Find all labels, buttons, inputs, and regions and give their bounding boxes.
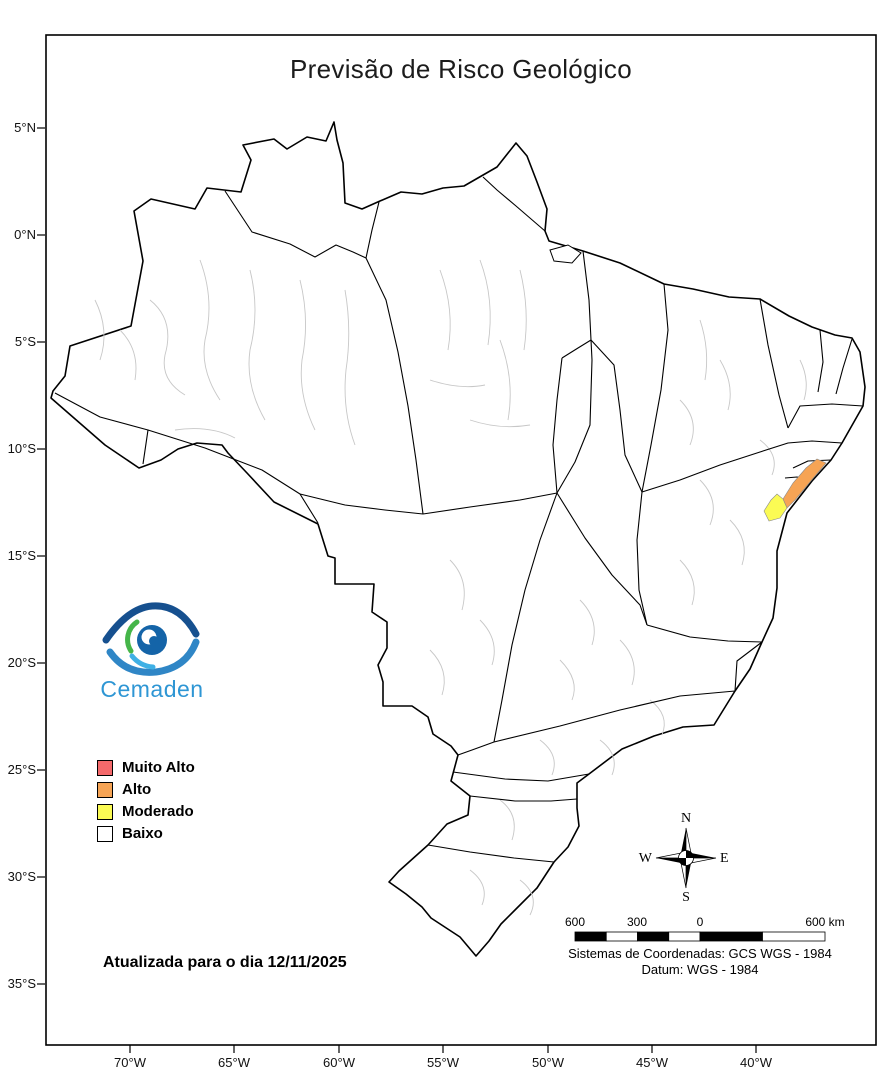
compass-north-label: N <box>681 811 691 826</box>
legend-item-muito-alto: Muito Alto <box>97 757 195 779</box>
scale-bar <box>574 931 826 942</box>
scale-label-300: 300 <box>626 915 648 929</box>
lat-tick-label: 5°S <box>14 334 36 349</box>
legend-label: Moderado <box>122 803 194 820</box>
lon-tick-label: 50°W <box>532 1055 564 1070</box>
cemaden-wordmark: Cemaden <box>100 676 204 702</box>
crs-line2: Datum: WGS - 1984 <box>641 961 759 977</box>
compass-east-label: E <box>720 851 729 866</box>
lat-tick-label: 15°S <box>7 548 36 563</box>
risk-legend: Muito Alto Alto Moderado Baixo <box>97 757 195 845</box>
lon-tick-label: 45°W <box>636 1055 668 1070</box>
lat-tick-label: 5°N <box>14 120 36 135</box>
legend-item-moderado: Moderado <box>97 801 195 823</box>
marajo-island <box>549 244 582 264</box>
municipal-boundaries <box>94 259 807 916</box>
map-frame <box>45 34 877 1046</box>
state-boundaries <box>54 176 864 863</box>
legend-item-baixo: Baixo <box>97 823 195 845</box>
compass-south-label: S <box>682 890 690 905</box>
coordinate-system-note: Sistemas de Coordenadas: GCS WGS - 1984 … <box>540 946 860 977</box>
lon-tick-label: 60°W <box>323 1055 355 1070</box>
compass-rose: N S W E <box>639 811 729 905</box>
scale-label-0: 0 <box>696 915 704 929</box>
lat-tick-label: 30°S <box>7 869 36 884</box>
lon-tick-label: 40°W <box>740 1055 772 1070</box>
scale-label-600-km: 600 km <box>805 915 845 929</box>
legend-label: Alto <box>122 781 152 798</box>
scale-label-600-left: 600 <box>564 915 586 929</box>
lat-tick-label: 20°S <box>7 655 36 670</box>
compass-west-label: W <box>639 851 653 866</box>
legend-label: Baixo <box>122 825 163 842</box>
lat-tick-label: 10°S <box>7 441 36 456</box>
lon-tick-label: 55°W <box>427 1055 459 1070</box>
crs-line1: Sistemas de Coordenadas: GCS WGS - 1984 <box>568 946 832 961</box>
axis-ticks <box>37 127 757 1053</box>
legend-swatch-muito-alto <box>97 760 113 776</box>
legend-label: Muito Alto <box>122 759 195 776</box>
legend-swatch-moderado <box>97 804 113 820</box>
lat-tick-label: 0°N <box>14 227 36 242</box>
legend-swatch-alto <box>97 782 113 798</box>
page-title: Previsão de Risco Geológico <box>290 54 632 84</box>
lat-tick-label: 35°S <box>7 976 36 991</box>
update-note: Atualizada para o dia 12/11/2025 <box>103 954 347 971</box>
country-outline <box>50 121 866 957</box>
lon-tick-label: 65°W <box>218 1055 250 1070</box>
legend-swatch-baixo <box>97 826 113 842</box>
cemaden-logo-icon <box>102 602 200 676</box>
lat-tick-label: 25°S <box>7 762 36 777</box>
legend-item-alto: Alto <box>97 779 195 801</box>
lon-tick-label: 70°W <box>114 1055 146 1070</box>
risk-area-moderado <box>763 493 788 522</box>
